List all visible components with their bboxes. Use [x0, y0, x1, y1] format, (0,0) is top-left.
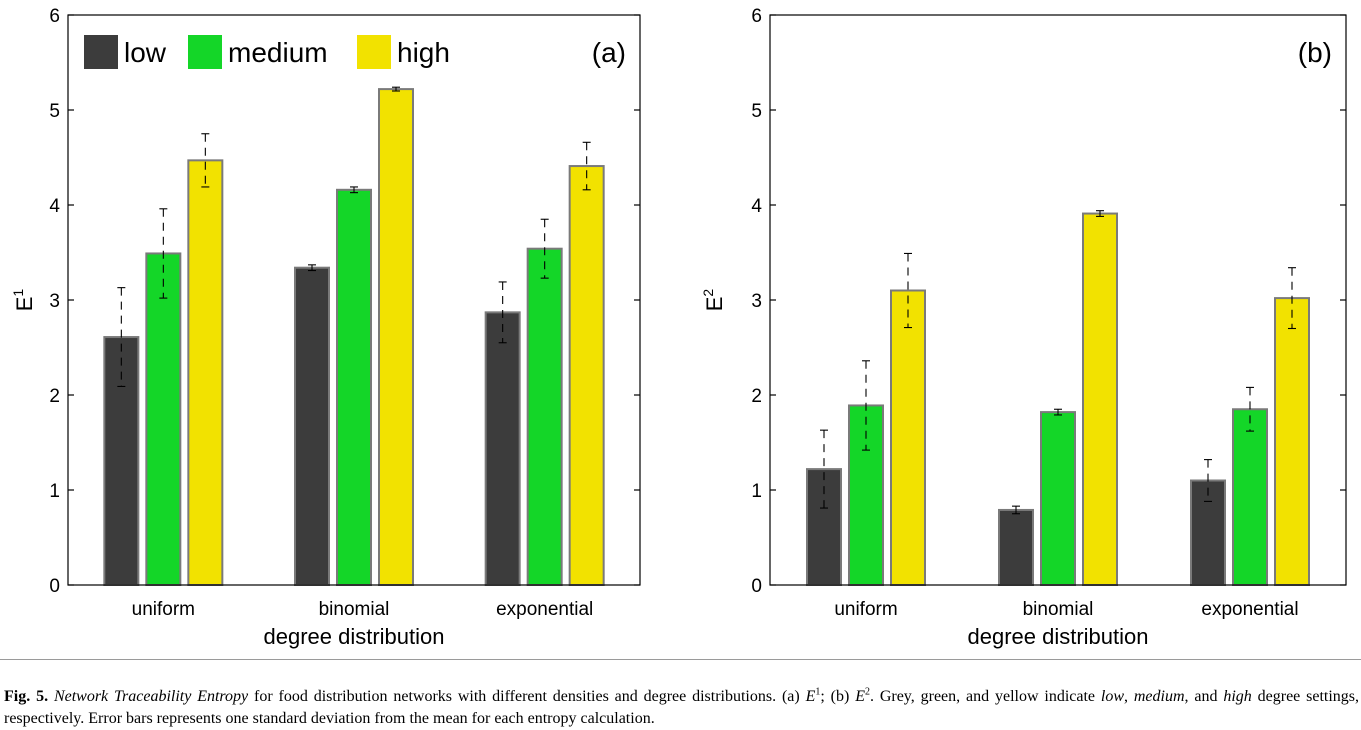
- y-tick-label: 1: [49, 481, 60, 502]
- caption-e1-superscript: 1: [815, 686, 821, 698]
- bar-medium-binomial: [336, 188, 372, 587]
- y-axis-label-symbol: E: [702, 297, 727, 312]
- y-axis-label-symbol: E: [12, 297, 37, 312]
- bar-medium-exponential: [526, 247, 563, 586]
- x-tick-label: uniform: [834, 599, 897, 620]
- y-tick-label: 0: [751, 576, 762, 597]
- bar-high-binomial: [1082, 212, 1118, 587]
- caption-text-3: . Grey, green, and yellow indicate: [869, 688, 1101, 705]
- y-tick-label: 5: [49, 101, 60, 122]
- y-axis-label: E2: [700, 289, 727, 312]
- bar-high-exponential: [568, 165, 605, 587]
- caption-e2-symbol: E: [855, 688, 865, 705]
- y-axis-label-superscript: 1: [10, 289, 26, 297]
- x-axis-label: degree distribution: [263, 624, 444, 649]
- bar-high-binomial: [378, 88, 414, 586]
- bar-low-binomial: [294, 266, 330, 586]
- x-tick-label: binomial: [319, 599, 390, 620]
- caption-text-4: , and: [1184, 688, 1224, 705]
- y-tick-label: 4: [49, 196, 60, 217]
- panel-b-chart: 0 1 2 3 4 5 6 uniform binomial exponential degree …: [700, 6, 1347, 649]
- x-tick-label: uniform: [132, 599, 195, 620]
- legend-swatch-high: [357, 35, 391, 69]
- bar-low-binomial: [998, 508, 1034, 587]
- bar-low-exponential: [484, 311, 521, 586]
- legend-label-high: high: [397, 37, 450, 68]
- bar-medium-uniform: [145, 252, 182, 586]
- caption-high: high: [1223, 688, 1252, 705]
- caption-text-2: ; (b): [820, 688, 856, 705]
- y-tick-label: 6: [49, 6, 60, 27]
- y-tick-label: 4: [751, 196, 762, 217]
- legend-swatch-medium: [188, 35, 222, 69]
- bar-medium-exponential: [1232, 408, 1268, 586]
- caption-title: Network Traceability Entropy: [53, 688, 249, 705]
- legend-label-low: low: [124, 37, 167, 68]
- y-tick-label: 3: [751, 291, 762, 312]
- y-tick-label: 6: [751, 6, 762, 27]
- x-tick-label: exponential: [1201, 599, 1298, 620]
- y-tick-label: 3: [49, 291, 60, 312]
- panel-label: (b): [1298, 37, 1332, 68]
- legend-swatch-low: [84, 35, 118, 69]
- figure: 0 1 2 3 4 5 6 uniform binomial exponential degree …: [10, 6, 1347, 649]
- legend-label-medium: medium: [228, 37, 328, 68]
- y-axis-label-superscript: 2: [700, 289, 716, 297]
- panel-label: (a): [592, 37, 626, 68]
- caption-comma: ,: [1124, 688, 1134, 705]
- bar-low-exponential: [1190, 479, 1226, 586]
- caption-medium: medium: [1133, 688, 1185, 705]
- bar-high-uniform: [187, 159, 224, 586]
- caption-low: low: [1100, 688, 1124, 705]
- caption-text-1: for food distribution networks with diff…: [248, 688, 806, 705]
- caption-divider: [0, 659, 1361, 660]
- caption-e1-symbol: E: [805, 688, 816, 705]
- y-tick-label: 2: [751, 386, 762, 407]
- bar-high-exponential: [1274, 297, 1310, 586]
- y-tick-label: 1: [751, 481, 762, 502]
- y-tick-label: 5: [751, 101, 762, 122]
- y-tick-label: 2: [49, 386, 60, 407]
- figure-caption: Fig. 5. Network Traceability Entropy for…: [4, 686, 1359, 730]
- x-tick-label: exponential: [496, 599, 593, 620]
- bar-medium-binomial: [1040, 411, 1076, 586]
- x-tick-label: binomial: [1023, 599, 1094, 620]
- caption-fig-label: Fig. 5.: [4, 688, 49, 705]
- y-tick-label: 0: [49, 576, 60, 597]
- bar-high-uniform: [890, 289, 926, 586]
- panel-a-chart: 0 1 2 3 4 5 6 uniform binomial exponential degree …: [10, 6, 641, 649]
- legend: low medium high: [84, 35, 450, 69]
- caption-e2-superscript: 2: [864, 686, 870, 698]
- x-axis-label: degree distribution: [967, 624, 1148, 649]
- y-axis-label: E1: [10, 289, 37, 312]
